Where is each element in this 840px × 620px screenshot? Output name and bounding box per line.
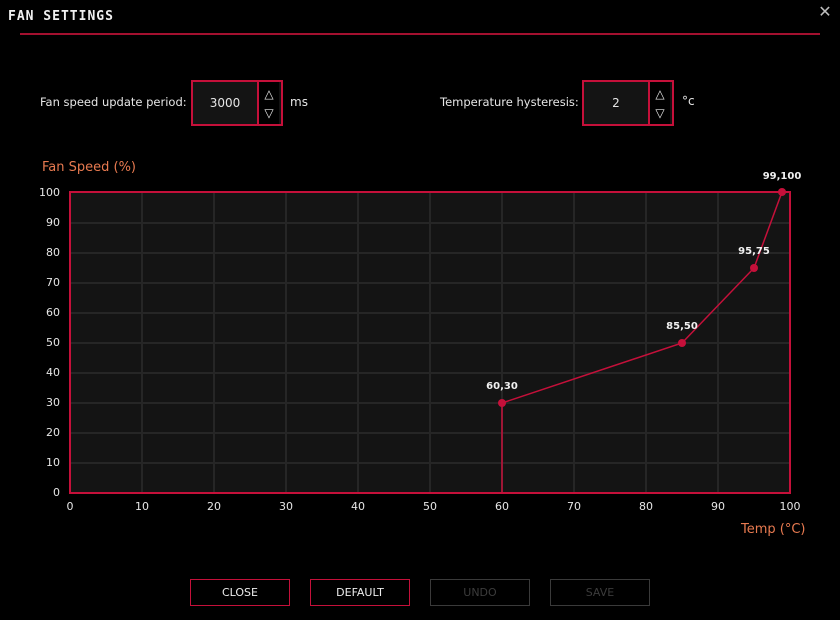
close-button[interactable]: CLOSE [190, 579, 290, 606]
y-tick: 70 [46, 276, 60, 289]
point-label: 60,30 [486, 381, 518, 392]
plot-border [69, 191, 791, 494]
window-title: FAN SETTINGS [8, 9, 114, 24]
x-tick: 90 [711, 500, 725, 513]
y-tick: 90 [46, 216, 60, 229]
point-label: 99,100 [762, 171, 802, 182]
x-tick: 100 [779, 500, 801, 513]
x-tick: 40 [351, 500, 365, 513]
y-tick: 10 [46, 456, 60, 469]
y-tick: 0 [53, 486, 60, 499]
grid-lines [70, 193, 790, 493]
x-tick: 20 [207, 500, 221, 513]
x-tick: 0 [66, 500, 74, 513]
curve-point-handle [678, 339, 686, 347]
undo-button: UNDO [430, 579, 530, 606]
x-axis-title: Temp (°C) [741, 522, 806, 537]
x-tick: 30 [279, 500, 293, 513]
close-x-icon[interactable]: ✕ [818, 2, 832, 21]
update-period-up-arrow-icon[interactable]: △ [264, 86, 274, 101]
point-label: 95,75 [738, 246, 770, 257]
update-period-down-arrow-icon[interactable]: ▽ [264, 105, 274, 120]
curve-point-handle [750, 264, 758, 272]
x-tick: 10 [135, 500, 149, 513]
update-period-input[interactable]: 3000 [193, 82, 259, 124]
x-tick: 50 [423, 500, 437, 513]
point-label: 85,50 [666, 321, 698, 332]
y-tick: 40 [46, 366, 60, 379]
curve-point-handle [778, 188, 786, 196]
update-period-label: Fan speed update period: [40, 95, 187, 109]
x-tick: 80 [639, 500, 653, 513]
x-tick: 70 [567, 500, 581, 513]
hysteresis-up-arrow-icon[interactable]: △ [655, 86, 665, 101]
y-tick: 60 [46, 306, 60, 319]
hysteresis-spinner[interactable]: 2 △ ▽ [582, 80, 674, 126]
title-divider [20, 33, 820, 35]
curve-point-handle [498, 399, 506, 407]
update-period-spinner[interactable]: 3000 △ ▽ [191, 80, 283, 126]
default-button[interactable]: DEFAULT [310, 579, 410, 606]
y-tick: 20 [46, 426, 60, 439]
hysteresis-input[interactable]: 2 [584, 82, 650, 124]
hysteresis-unit: °c [682, 94, 695, 108]
save-button: SAVE [550, 579, 650, 606]
hysteresis-label: Temperature hysteresis: [440, 95, 579, 109]
x-tick: 60 [495, 500, 509, 513]
y-axis-title: Fan Speed (%) [42, 160, 137, 175]
update-period-unit: ms [290, 95, 308, 109]
y-tick: 80 [46, 246, 60, 259]
y-tick: 100 [39, 186, 60, 199]
y-tick: 50 [46, 336, 60, 349]
hysteresis-down-arrow-icon[interactable]: ▽ [655, 105, 665, 120]
y-tick: 30 [46, 396, 60, 409]
